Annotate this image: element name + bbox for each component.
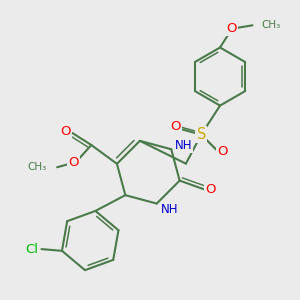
Text: CH₃: CH₃	[27, 162, 46, 172]
Text: NH: NH	[161, 203, 178, 216]
Text: O: O	[227, 22, 237, 35]
Text: O: O	[68, 156, 79, 169]
Text: O: O	[170, 120, 181, 133]
Text: O: O	[205, 183, 216, 196]
Text: O: O	[60, 125, 71, 138]
Text: Cl: Cl	[26, 243, 38, 256]
Text: S: S	[196, 127, 206, 142]
Text: CH₃: CH₃	[261, 20, 280, 30]
Text: NH: NH	[174, 139, 192, 152]
Text: O: O	[218, 145, 228, 158]
